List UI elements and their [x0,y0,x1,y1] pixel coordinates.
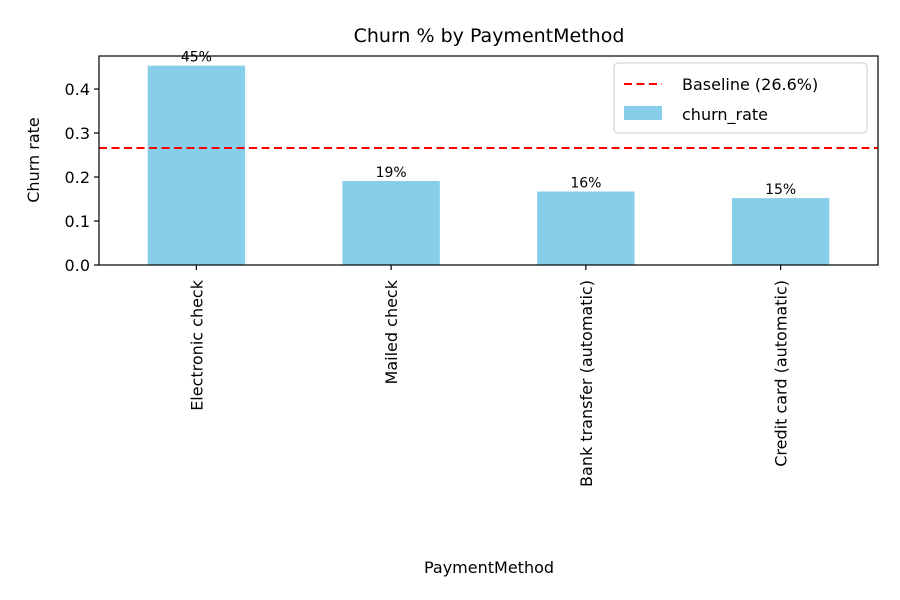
bar-3 [731,198,830,265]
y-tick-label-1: 0.1 [65,212,90,231]
x-axis-ticks: Electronic check Mailed check Bank transfe… [187,265,791,487]
data-label-0: 45% [181,50,212,66]
plot-area-frame [98,55,879,266]
x-tick-label-0: Electronic check [187,279,206,411]
x-tick-label-3: Credit card (automatic) [772,280,791,467]
x-tick-label-2: Bank transfer (automatic) [577,280,596,487]
data-label-1: 19% [376,165,407,181]
x-axis-label: PaymentMethod [424,558,554,577]
y-tick-label-2: 0.2 [65,168,90,187]
legend-churn-rate-swatch [624,106,662,120]
data-labels-group: 45% 19% 16% 15% [181,50,796,198]
y-axis-label: Churn rate [24,117,43,202]
legend-box [613,62,868,134]
y-tick-label-3: 0.3 [65,124,90,143]
legend-baseline-label: Baseline (26.6%) [682,75,818,94]
bar-0 [147,65,246,266]
bar-1 [342,180,440,265]
y-tick-label-4: 0.4 [65,80,90,99]
bars-group [147,65,830,266]
legend: Baseline (26.6%) churn_rate [613,62,868,134]
chart-title: Churn % by PaymentMethod [354,25,625,47]
x-tick-label-1: Mailed check [382,279,401,384]
legend-churn-rate-label: churn_rate [682,105,768,125]
y-axis-ticks: 0.0 0.1 0.2 0.3 0.4 [65,80,99,275]
y-tick-label-0: 0.0 [65,256,90,275]
data-label-3: 15% [765,182,796,198]
data-label-2: 16% [570,176,601,192]
bar-2 [537,191,635,265]
